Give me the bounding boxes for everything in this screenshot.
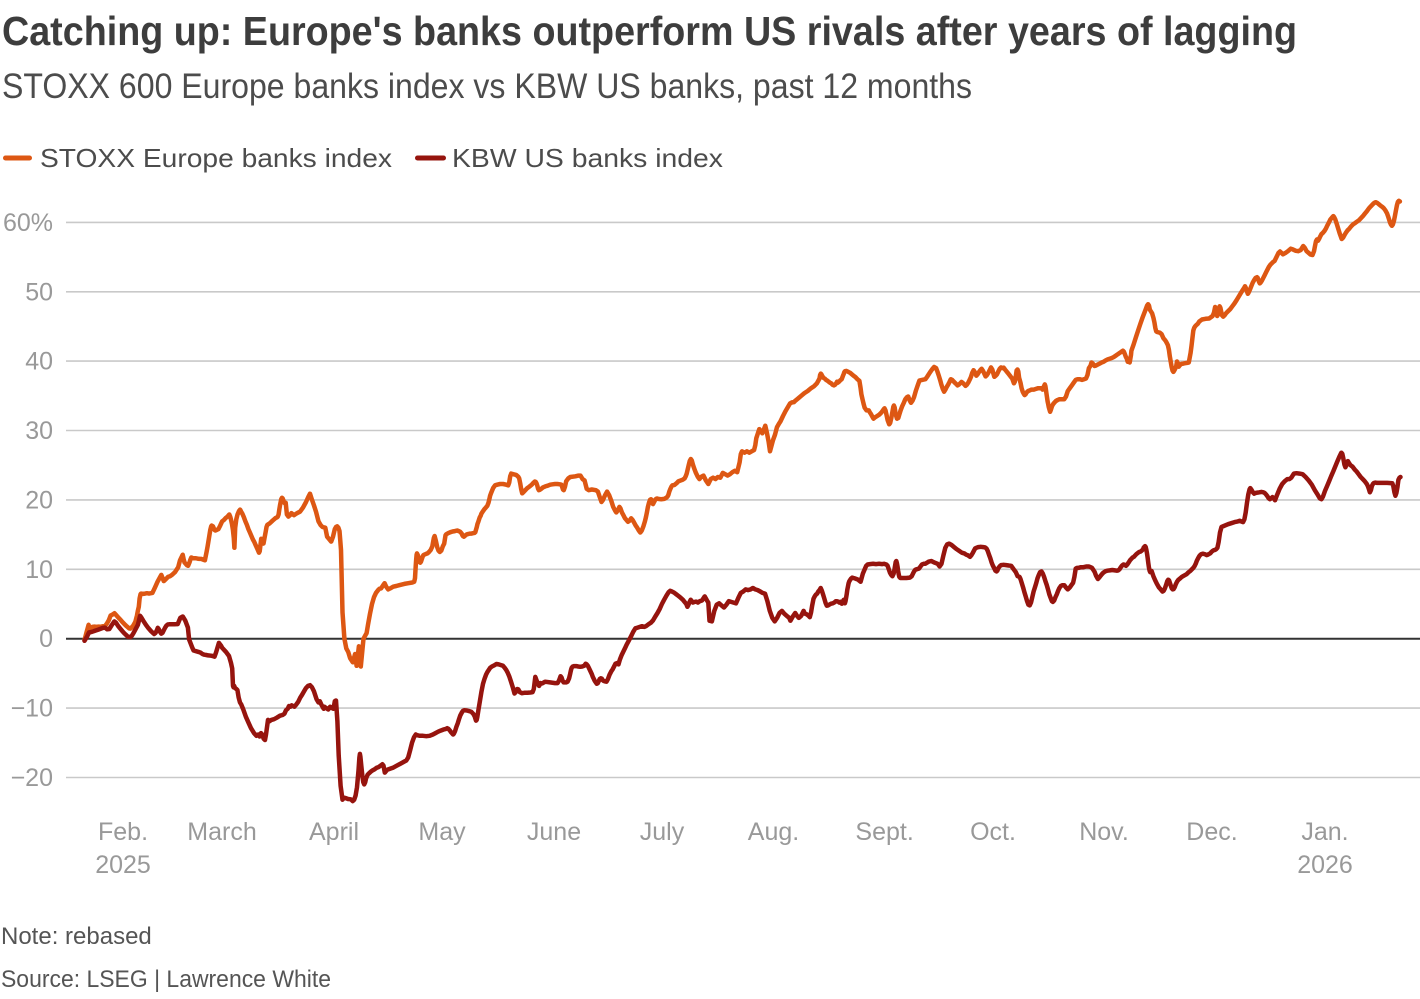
svg-text:STOXX 600 Europe banks index v: STOXX 600 Europe banks index vs KBW US b… (2, 67, 972, 106)
svg-text:Nov.: Nov. (1079, 818, 1129, 846)
svg-text:−10: −10 (11, 695, 53, 723)
svg-text:June: June (527, 818, 581, 846)
svg-text:60%: 60% (3, 209, 53, 237)
svg-text:30: 30 (25, 417, 53, 445)
svg-text:Dec.: Dec. (1186, 818, 1237, 846)
svg-text:2025: 2025 (95, 851, 151, 879)
svg-text:July: July (640, 818, 685, 846)
svg-text:Feb.: Feb. (98, 818, 148, 846)
svg-text:2026: 2026 (1297, 851, 1353, 879)
svg-text:KBW US banks index: KBW US banks index (452, 143, 723, 173)
svg-text:40: 40 (25, 348, 53, 376)
svg-text:0: 0 (39, 625, 53, 653)
svg-text:Jan.: Jan. (1301, 818, 1348, 846)
svg-text:Aug.: Aug. (748, 818, 799, 846)
svg-text:March: March (187, 818, 256, 846)
svg-text:20: 20 (25, 486, 53, 514)
svg-text:10: 10 (25, 556, 53, 584)
svg-text:Oct.: Oct. (970, 818, 1016, 846)
svg-text:50: 50 (25, 278, 53, 306)
svg-text:−20: −20 (11, 764, 53, 792)
svg-text:Source: LSEG | Lawrence White: Source: LSEG | Lawrence White (1, 966, 331, 993)
svg-text:Sept.: Sept. (855, 818, 913, 846)
svg-text:May: May (418, 818, 466, 846)
svg-text:Catching up: Europe's banks ou: Catching up: Europe's banks outperform U… (2, 8, 1297, 54)
svg-text:STOXX Europe banks index: STOXX Europe banks index (40, 143, 392, 173)
svg-text:April: April (309, 818, 359, 846)
svg-text:Note: rebased: Note: rebased (1, 923, 152, 950)
